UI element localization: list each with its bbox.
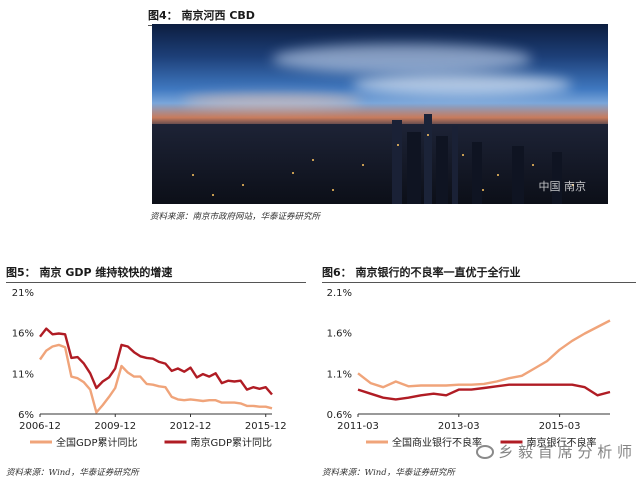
figure5-y-tick-label: 11% <box>12 369 34 380</box>
figure6-legend-label-1: 全国商业银行不良率 <box>392 436 482 449</box>
figure5-series-line-2 <box>39 327 273 396</box>
figure6-series-line-1 <box>357 319 611 389</box>
figure6-x-tick-label: 2013-03 <box>438 421 480 432</box>
figure6-x-tick-label: 2015-03 <box>539 421 581 432</box>
figure5-x-tick-label: 2015-12 <box>245 421 287 432</box>
figure6-series-line-2 <box>357 383 611 401</box>
watermark-text: 乡 毅 首 席 分 析 师 <box>498 443 632 461</box>
figure5-x-tick-label: 2009-12 <box>94 421 136 432</box>
figure5-series-line-1 <box>39 343 273 414</box>
figure5-legend-label-2: 南京GDP累计同比 <box>191 436 272 449</box>
figure6-y-tick-label: 1.1% <box>327 369 352 380</box>
nanjing-cbd-photo: 中国 南京 <box>152 24 608 204</box>
figure5-y-tick-label: 16% <box>12 329 34 340</box>
figure5-y-tick-label: 6% <box>18 410 34 421</box>
figure6-legend-label-2: 南京银行不良率 <box>527 436 597 449</box>
figure5-y-tick-label: 21% <box>12 288 34 299</box>
figure5-chart: 21% 16% 11% 6% 2006-12 2009-12 2012-12 2015-12 全… <box>0 282 310 457</box>
figure6-y-tick-label: 0.6% <box>327 410 352 421</box>
wechat-icon <box>476 444 495 459</box>
figure5-legend-label-1: 全国GDP累计同比 <box>56 436 137 449</box>
figure6-chart-svg: 2.1% 1.6% 1.1% 0.6%2011-03 2013-03 2015-03 全国商… <box>327 288 611 449</box>
figure5-title: 图5： 南京 GDP 维持较快的增速 <box>6 264 306 283</box>
figure6-y-tick-label: 2.1% <box>327 288 352 299</box>
photo-watermark: 中国 南京 <box>538 180 587 193</box>
figure5-x-tick-label: 2012-12 <box>170 421 212 432</box>
figure6-chart: 2.1% 1.6% 1.1% 0.6% 2011-03 2013-03 2015-03 全国商… <box>318 282 640 457</box>
figure6-y-tick-label: 1.6% <box>327 329 352 340</box>
wechat-watermark: 乡 毅 首 席 分 析 师 <box>476 441 632 462</box>
figure6-source: 资料来源：Wind，华泰证券研究所 <box>322 468 455 478</box>
figure5-x-tick-label: 2006-12 <box>19 421 61 432</box>
figure5-chart-svg: 21% 16% 11% 6%2006-12 2009-12 2012-12 2015-12 全… <box>12 288 287 449</box>
figure6-x-tick-label: 2011-03 <box>337 421 379 432</box>
figure5-source: 资料来源：Wind，华泰证券研究所 <box>6 468 139 478</box>
figure4-source: 资料来源：南京市政府网站，华泰证券研究所 <box>150 212 321 222</box>
figure6-title: 图6： 南京银行的不良率一直优于全行业 <box>322 264 636 283</box>
